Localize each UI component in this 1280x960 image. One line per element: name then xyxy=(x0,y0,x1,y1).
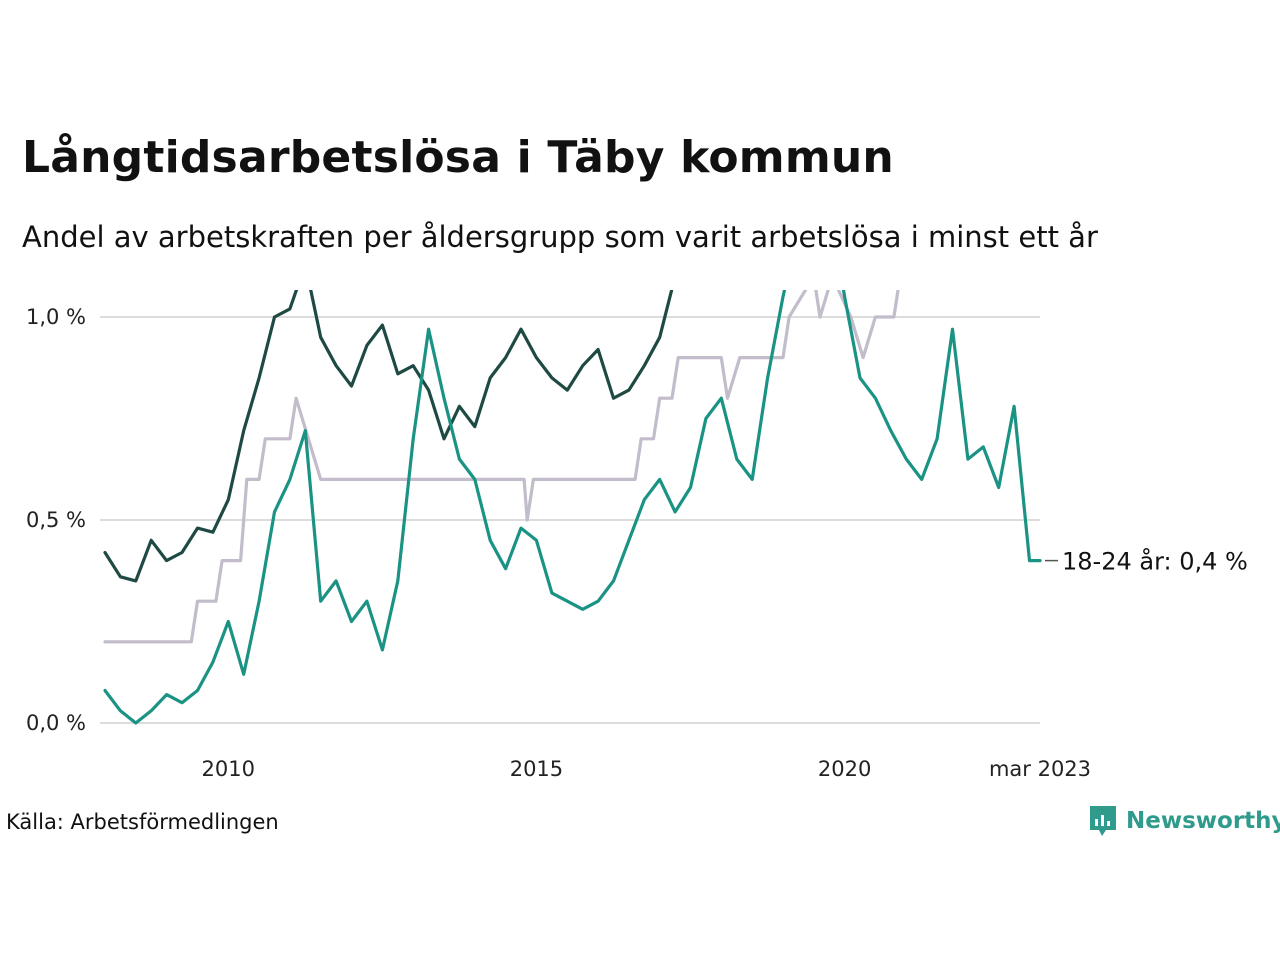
end-labels: 55- år: 1,5 %Totalt18-24 år: 0,4 % xyxy=(1045,547,1248,576)
series-line-2 xyxy=(103,290,1042,725)
y-tick-label: 0,5 % xyxy=(26,508,86,532)
x-axis: 2010 2015 2020 mar 2023 xyxy=(202,757,1091,781)
series-lines xyxy=(103,290,1042,725)
series-line-1 xyxy=(103,290,900,644)
source-note: Källa: Arbetsförmedlingen xyxy=(6,810,279,834)
y-tick-label: 1,0 % xyxy=(26,305,86,329)
brand[interactable]: Newsworthy xyxy=(1088,804,1280,838)
x-tick-label: 2020 xyxy=(818,757,871,781)
x-tick-label: 2010 xyxy=(202,757,255,781)
y-tick-label: 0,0 % xyxy=(26,711,86,735)
chart-subtitle: Andel av arbetskraften per åldersgrupp s… xyxy=(22,220,1098,254)
series-line-0 xyxy=(103,290,674,583)
end-label: 18-24 år: 0,4 % xyxy=(1062,547,1248,576)
y-axis: 0,0 %0,5 %1,0 %1,5 %2,0 % xyxy=(26,305,86,735)
brand-name: Newsworthy xyxy=(1126,808,1280,834)
x-tick-label: 2015 xyxy=(510,757,563,781)
line-chart: 0,0 %0,5 %1,0 %1,5 %2,0 % 201020152020ma… xyxy=(26,290,1248,781)
chart-title: Långtidsarbetslösa i Täby kommun xyxy=(22,132,894,183)
gridlines xyxy=(100,316,1040,724)
newsworthy-logo-icon xyxy=(1090,806,1116,836)
x-tick-label: mar 2023 xyxy=(989,757,1091,781)
